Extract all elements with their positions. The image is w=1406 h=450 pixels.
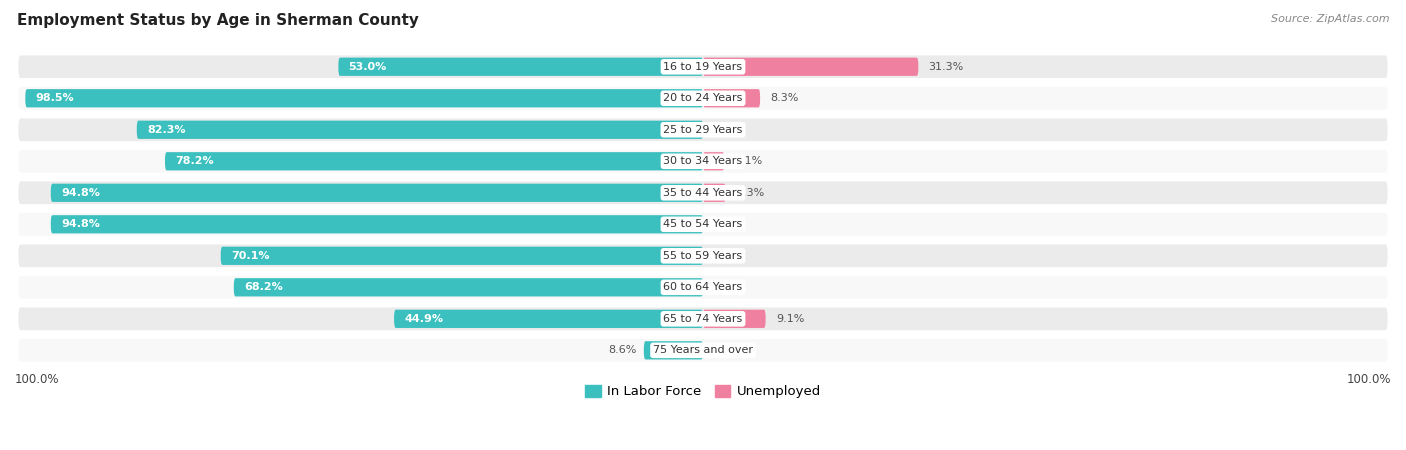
Text: 75 Years and over: 75 Years and over	[652, 345, 754, 356]
Text: 100.0%: 100.0%	[1347, 373, 1391, 386]
FancyBboxPatch shape	[18, 118, 1388, 141]
Text: 53.0%: 53.0%	[349, 62, 387, 72]
Text: 0.0%: 0.0%	[713, 251, 741, 261]
FancyBboxPatch shape	[339, 58, 703, 76]
Text: 44.9%: 44.9%	[405, 314, 443, 324]
Text: 65 to 74 Years: 65 to 74 Years	[664, 314, 742, 324]
Text: 98.5%: 98.5%	[35, 93, 75, 103]
Text: 3.1%: 3.1%	[735, 156, 763, 166]
FancyBboxPatch shape	[644, 341, 703, 360]
FancyBboxPatch shape	[18, 339, 1388, 362]
Text: 31.3%: 31.3%	[929, 62, 965, 72]
FancyBboxPatch shape	[18, 307, 1388, 330]
Text: 8.3%: 8.3%	[770, 93, 799, 103]
FancyBboxPatch shape	[703, 152, 724, 171]
FancyBboxPatch shape	[18, 55, 1388, 78]
FancyBboxPatch shape	[165, 152, 703, 171]
Text: 100.0%: 100.0%	[15, 373, 59, 386]
Text: Employment Status by Age in Sherman County: Employment Status by Age in Sherman Coun…	[17, 14, 419, 28]
Text: 30 to 34 Years: 30 to 34 Years	[664, 156, 742, 166]
Legend: In Labor Force, Unemployed: In Labor Force, Unemployed	[579, 380, 827, 404]
Text: 8.6%: 8.6%	[609, 345, 637, 356]
Text: 20 to 24 Years: 20 to 24 Years	[664, 93, 742, 103]
Text: 82.3%: 82.3%	[148, 125, 186, 135]
Text: 70.1%: 70.1%	[231, 251, 270, 261]
FancyBboxPatch shape	[394, 310, 703, 328]
Text: 68.2%: 68.2%	[245, 282, 283, 292]
FancyBboxPatch shape	[703, 184, 725, 202]
FancyBboxPatch shape	[703, 310, 766, 328]
Text: 0.0%: 0.0%	[713, 125, 741, 135]
Text: 3.3%: 3.3%	[735, 188, 765, 198]
FancyBboxPatch shape	[703, 89, 761, 108]
Text: 78.2%: 78.2%	[176, 156, 214, 166]
FancyBboxPatch shape	[18, 87, 1388, 110]
Text: 55 to 59 Years: 55 to 59 Years	[664, 251, 742, 261]
Text: 0.0%: 0.0%	[713, 345, 741, 356]
Text: 0.0%: 0.0%	[713, 282, 741, 292]
Text: Source: ZipAtlas.com: Source: ZipAtlas.com	[1271, 14, 1389, 23]
FancyBboxPatch shape	[18, 213, 1388, 236]
FancyBboxPatch shape	[233, 278, 703, 297]
Text: 94.8%: 94.8%	[60, 188, 100, 198]
Text: 35 to 44 Years: 35 to 44 Years	[664, 188, 742, 198]
FancyBboxPatch shape	[25, 89, 703, 108]
FancyBboxPatch shape	[51, 184, 703, 202]
FancyBboxPatch shape	[703, 58, 918, 76]
Text: 94.8%: 94.8%	[60, 219, 100, 230]
Text: 25 to 29 Years: 25 to 29 Years	[664, 125, 742, 135]
FancyBboxPatch shape	[221, 247, 703, 265]
Text: 60 to 64 Years: 60 to 64 Years	[664, 282, 742, 292]
FancyBboxPatch shape	[18, 181, 1388, 204]
Text: 45 to 54 Years: 45 to 54 Years	[664, 219, 742, 230]
FancyBboxPatch shape	[51, 215, 703, 234]
Text: 9.1%: 9.1%	[776, 314, 804, 324]
FancyBboxPatch shape	[18, 244, 1388, 267]
Text: 16 to 19 Years: 16 to 19 Years	[664, 62, 742, 72]
FancyBboxPatch shape	[136, 121, 703, 139]
FancyBboxPatch shape	[18, 150, 1388, 173]
FancyBboxPatch shape	[18, 276, 1388, 299]
Text: 0.0%: 0.0%	[713, 219, 741, 230]
